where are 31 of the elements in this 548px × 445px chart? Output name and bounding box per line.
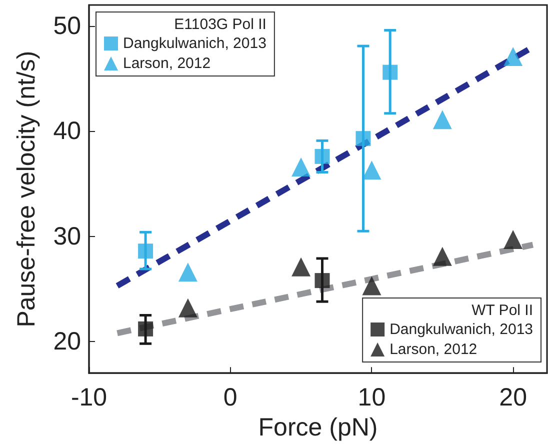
x-tick-label: 0 — [223, 384, 238, 412]
legend-label: Larson, 2012 — [123, 55, 211, 72]
x-tick-label: 10 — [358, 384, 386, 412]
x-tick-label: 20 — [499, 384, 527, 412]
legend-label: Dangkulwanich, 2013 — [123, 35, 266, 52]
x-axis-title: Force (pN) — [258, 414, 378, 442]
point — [178, 262, 198, 282]
point — [382, 64, 398, 80]
x-tick-label: -10 — [70, 384, 108, 412]
y-tick-label: 40 — [53, 117, 81, 146]
point — [504, 47, 523, 66]
point — [178, 298, 198, 318]
legend-label: Dangkulwanich, 2013 — [390, 321, 534, 338]
point — [292, 257, 311, 276]
legend-label: Larson, 2012 — [390, 341, 478, 358]
point — [138, 321, 154, 336]
y-tick-label: 50 — [53, 12, 81, 40]
point — [432, 110, 452, 130]
y-tick-label: 30 — [53, 222, 81, 250]
point — [432, 246, 452, 266]
point — [356, 131, 371, 146]
text: WT Pol II — [472, 302, 533, 319]
point — [292, 157, 311, 176]
point — [314, 148, 330, 164]
point — [362, 276, 382, 296]
point — [138, 244, 154, 259]
y-axis-title: Pause-free velocity (nt/s) — [12, 50, 40, 328]
point — [314, 273, 330, 288]
point — [504, 230, 523, 250]
y-tick-label: 20 — [53, 328, 81, 356]
text: E1103G Pol II — [174, 16, 266, 33]
